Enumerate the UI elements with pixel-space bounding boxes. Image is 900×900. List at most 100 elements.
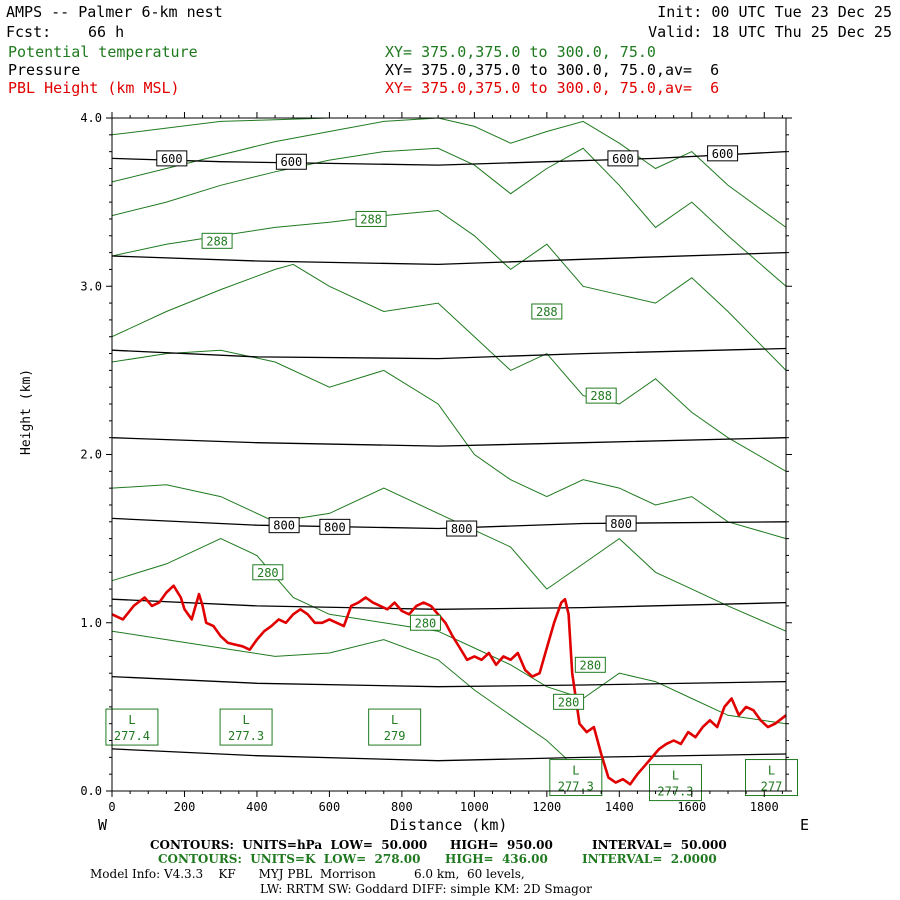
isobar-600 xyxy=(111,150,787,166)
field-theta-name: Potential temperature xyxy=(8,43,198,61)
isobar-950 xyxy=(111,748,787,762)
x-tick-label: 400 xyxy=(246,800,268,814)
svg-text:800: 800 xyxy=(324,520,346,534)
y-tick-label: 4.0 xyxy=(80,111,102,125)
isobar-label: 800 xyxy=(268,517,300,534)
svg-text:600: 600 xyxy=(712,147,734,161)
isobar-label: 600 xyxy=(275,153,307,170)
init-time: Init: 00 UTC Tue 23 Dec 25 xyxy=(657,3,892,21)
theta-contour xyxy=(111,263,787,472)
footer-theta-contours: CONTOURS: UNITS=K LOW= 278.00 xyxy=(158,852,421,866)
svg-text:288: 288 xyxy=(360,212,382,226)
isobar-label: 800 xyxy=(446,520,478,537)
field-theta-xy: XY= 375.0,375.0 to 300.0, 75.0 xyxy=(385,43,656,61)
low-marker: L 277.3 xyxy=(648,764,702,802)
isobar-650 xyxy=(111,251,787,266)
theta-label: 280 xyxy=(574,656,606,673)
x-tick-label: 600 xyxy=(319,800,341,814)
forecast-hours: 66 h xyxy=(88,23,125,41)
isobar-label: 600 xyxy=(156,150,188,167)
svg-text:277.3: 277.3 xyxy=(558,780,594,794)
theta-contour xyxy=(111,209,787,371)
east-label: E xyxy=(800,816,810,834)
x-tick-label: 1600 xyxy=(677,800,706,814)
isobar-label: 600 xyxy=(707,145,739,162)
isobar-750 xyxy=(111,437,787,447)
svg-text:800: 800 xyxy=(451,522,473,536)
footer-pressure-high: HIGH= 950.00 xyxy=(450,838,553,852)
x-tick-label: 0 xyxy=(108,800,115,814)
svg-text:600: 600 xyxy=(612,152,634,166)
footer-theta-high: HIGH= 436.00 xyxy=(445,852,548,866)
svg-text:600: 600 xyxy=(281,155,303,169)
svg-text:800: 800 xyxy=(610,517,632,531)
theta-label: 280 xyxy=(409,614,441,631)
isobar-label: 800 xyxy=(605,515,637,532)
theta-contour xyxy=(111,630,584,783)
svg-text:288: 288 xyxy=(590,389,612,403)
field-pressure-name: Pressure xyxy=(8,61,81,79)
svg-text:277: 277 xyxy=(761,780,783,794)
theta-label: 288 xyxy=(201,232,233,249)
x-tick-label: 1200 xyxy=(532,800,561,814)
theta-contour xyxy=(111,147,787,287)
y-tick-label: 2.0 xyxy=(80,448,102,462)
svg-text:L: L xyxy=(128,713,135,727)
svg-text:800: 800 xyxy=(273,519,295,533)
plot-frame xyxy=(111,117,787,792)
svg-text:L: L xyxy=(768,764,775,778)
svg-text:288: 288 xyxy=(536,305,558,319)
pbl-height-line xyxy=(111,584,787,786)
svg-text:288: 288 xyxy=(206,234,228,248)
footer-pressure-interval: INTERVAL= 50.000 xyxy=(592,838,727,852)
svg-text:L: L xyxy=(391,713,398,727)
x-tick-label: 1400 xyxy=(605,800,634,814)
svg-text:280: 280 xyxy=(415,616,437,630)
x-tick-label: 800 xyxy=(391,800,413,814)
low-marker: L 277 xyxy=(745,759,799,797)
theta-contour xyxy=(111,484,787,632)
svg-text:L: L xyxy=(672,769,679,783)
x-tick-label: 200 xyxy=(174,800,196,814)
chart-title: AMPS -- Palmer 6-km nest xyxy=(6,3,223,21)
theta-label: 288 xyxy=(585,387,617,404)
theta-contour xyxy=(111,538,787,725)
svg-text:280: 280 xyxy=(579,658,601,672)
x-tick-label: 1800 xyxy=(750,800,779,814)
y-axis-label: Height (km) xyxy=(19,368,34,455)
low-marker: L 277.3 xyxy=(219,708,273,746)
valid-time: Valid: 18 UTC Thu 25 Dec 25 xyxy=(648,23,892,41)
footer-theta-interval: INTERVAL= 2.0000 xyxy=(582,852,717,866)
y-tick-label: 3.0 xyxy=(80,279,102,293)
low-marker: L 279 xyxy=(368,708,422,746)
footer-pressure-contours: CONTOURS: UNITS=hPa LOW= 50.000 xyxy=(150,838,428,852)
isobar-700 xyxy=(111,347,787,360)
field-pbl-xy: XY= 375.0,375.0 to 300.0, 75.0,av= 6 xyxy=(385,79,720,97)
forecast-label: Fcst: xyxy=(6,23,52,41)
footer-model-info: Model Info: V4.3.3 KF MYJ PBL Morrison 6… xyxy=(90,867,525,881)
field-pressure-xy: XY= 375.0,375.0 to 300.0, 75.0,av= 6 xyxy=(385,61,720,79)
theta-label: 288 xyxy=(531,303,563,320)
isobar-label: 600 xyxy=(607,150,639,167)
svg-text:277.3: 277.3 xyxy=(228,729,264,743)
isobar-800 xyxy=(111,517,787,530)
x-axis-label: Distance (km) xyxy=(390,816,508,834)
svg-text:L: L xyxy=(572,764,579,778)
isobar-label: 800 xyxy=(319,518,351,535)
svg-text:600: 600 xyxy=(161,152,183,166)
west-label: W xyxy=(98,816,108,834)
svg-text:277.3: 277.3 xyxy=(657,785,693,799)
x-tick-label: 1000 xyxy=(460,800,489,814)
low-marker: L 277.4 xyxy=(105,708,159,746)
footer-physics: LW: RRTM SW: Goddard DIFF: simple KM: 2D… xyxy=(260,882,592,896)
svg-text:L: L xyxy=(242,713,249,727)
isobar-850 xyxy=(111,598,787,610)
low-marker: L 277.3 xyxy=(549,759,603,797)
svg-text:279: 279 xyxy=(384,729,406,743)
theta-contour xyxy=(111,117,787,228)
y-tick-label: 1.0 xyxy=(80,616,102,630)
theta-label: 280 xyxy=(252,564,284,581)
svg-text:280: 280 xyxy=(558,695,580,709)
field-pbl-name: PBL Height (km MSL) xyxy=(8,79,180,97)
theta-label: 280 xyxy=(553,693,585,710)
